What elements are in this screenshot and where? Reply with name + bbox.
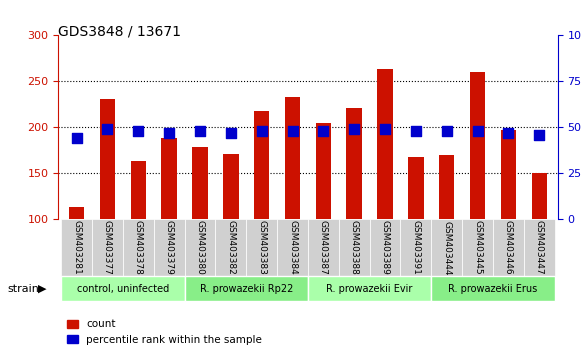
- FancyBboxPatch shape: [246, 219, 277, 276]
- Text: GSM403377: GSM403377: [103, 220, 112, 275]
- Text: strain: strain: [7, 284, 39, 293]
- FancyBboxPatch shape: [61, 276, 185, 301]
- Point: [288, 128, 297, 134]
- Bar: [100, 99, 115, 219]
- Point: [103, 126, 112, 132]
- Text: GSM403391: GSM403391: [411, 220, 421, 275]
- Text: GSM403380: GSM403380: [195, 220, 205, 275]
- Text: GSM403444: GSM403444: [442, 221, 451, 275]
- Text: GSM403388: GSM403388: [350, 220, 358, 275]
- FancyBboxPatch shape: [277, 219, 308, 276]
- Text: GSM403382: GSM403382: [227, 221, 235, 275]
- Point: [164, 130, 174, 136]
- Point: [226, 130, 235, 136]
- Text: R. prowazekii Erus: R. prowazekii Erus: [449, 284, 537, 293]
- FancyBboxPatch shape: [524, 219, 555, 276]
- Bar: [285, 97, 300, 219]
- Bar: [377, 69, 393, 219]
- Text: ▶: ▶: [38, 284, 47, 293]
- Point: [257, 128, 266, 134]
- Bar: [315, 123, 331, 219]
- Text: R. prowazekii Evir: R. prowazekii Evir: [327, 284, 413, 293]
- FancyBboxPatch shape: [370, 219, 400, 276]
- Bar: [223, 154, 239, 219]
- Bar: [346, 108, 362, 219]
- Text: GSM403281: GSM403281: [72, 221, 81, 275]
- FancyBboxPatch shape: [431, 219, 462, 276]
- Point: [411, 128, 421, 134]
- FancyBboxPatch shape: [61, 219, 92, 276]
- FancyBboxPatch shape: [400, 219, 431, 276]
- FancyBboxPatch shape: [185, 276, 308, 301]
- Legend: count, percentile rank within the sample: count, percentile rank within the sample: [63, 315, 266, 349]
- Bar: [532, 172, 547, 219]
- Text: GSM403389: GSM403389: [381, 220, 389, 275]
- Bar: [408, 157, 424, 219]
- Point: [195, 128, 205, 134]
- Text: GSM403445: GSM403445: [473, 221, 482, 275]
- Point: [504, 130, 513, 136]
- Bar: [439, 155, 454, 219]
- Point: [72, 136, 81, 141]
- Point: [381, 126, 390, 132]
- Bar: [162, 138, 177, 219]
- FancyBboxPatch shape: [154, 219, 185, 276]
- Bar: [131, 161, 146, 219]
- Text: GSM403378: GSM403378: [134, 220, 143, 275]
- FancyBboxPatch shape: [493, 219, 524, 276]
- Point: [442, 128, 451, 134]
- Text: control, uninfected: control, uninfected: [77, 284, 169, 293]
- FancyBboxPatch shape: [462, 219, 493, 276]
- Text: GSM403446: GSM403446: [504, 221, 513, 275]
- Bar: [69, 207, 84, 219]
- FancyBboxPatch shape: [92, 219, 123, 276]
- Text: GSM403387: GSM403387: [319, 220, 328, 275]
- FancyBboxPatch shape: [185, 219, 216, 276]
- Text: GDS3848 / 13671: GDS3848 / 13671: [58, 25, 181, 39]
- Bar: [501, 130, 516, 219]
- Bar: [470, 72, 485, 219]
- Point: [319, 128, 328, 134]
- FancyBboxPatch shape: [308, 276, 431, 301]
- FancyBboxPatch shape: [339, 219, 370, 276]
- FancyBboxPatch shape: [123, 219, 154, 276]
- Text: GSM403384: GSM403384: [288, 221, 297, 275]
- Bar: [192, 147, 207, 219]
- Text: R. prowazekii Rp22: R. prowazekii Rp22: [199, 284, 293, 293]
- Text: GSM403447: GSM403447: [535, 221, 544, 275]
- Point: [535, 132, 544, 138]
- FancyBboxPatch shape: [308, 219, 339, 276]
- Text: GSM403383: GSM403383: [257, 220, 266, 275]
- Point: [350, 126, 359, 132]
- FancyBboxPatch shape: [431, 276, 555, 301]
- Point: [473, 128, 482, 134]
- Bar: [254, 111, 270, 219]
- Text: GSM403379: GSM403379: [164, 220, 174, 275]
- Point: [134, 128, 143, 134]
- FancyBboxPatch shape: [216, 219, 246, 276]
